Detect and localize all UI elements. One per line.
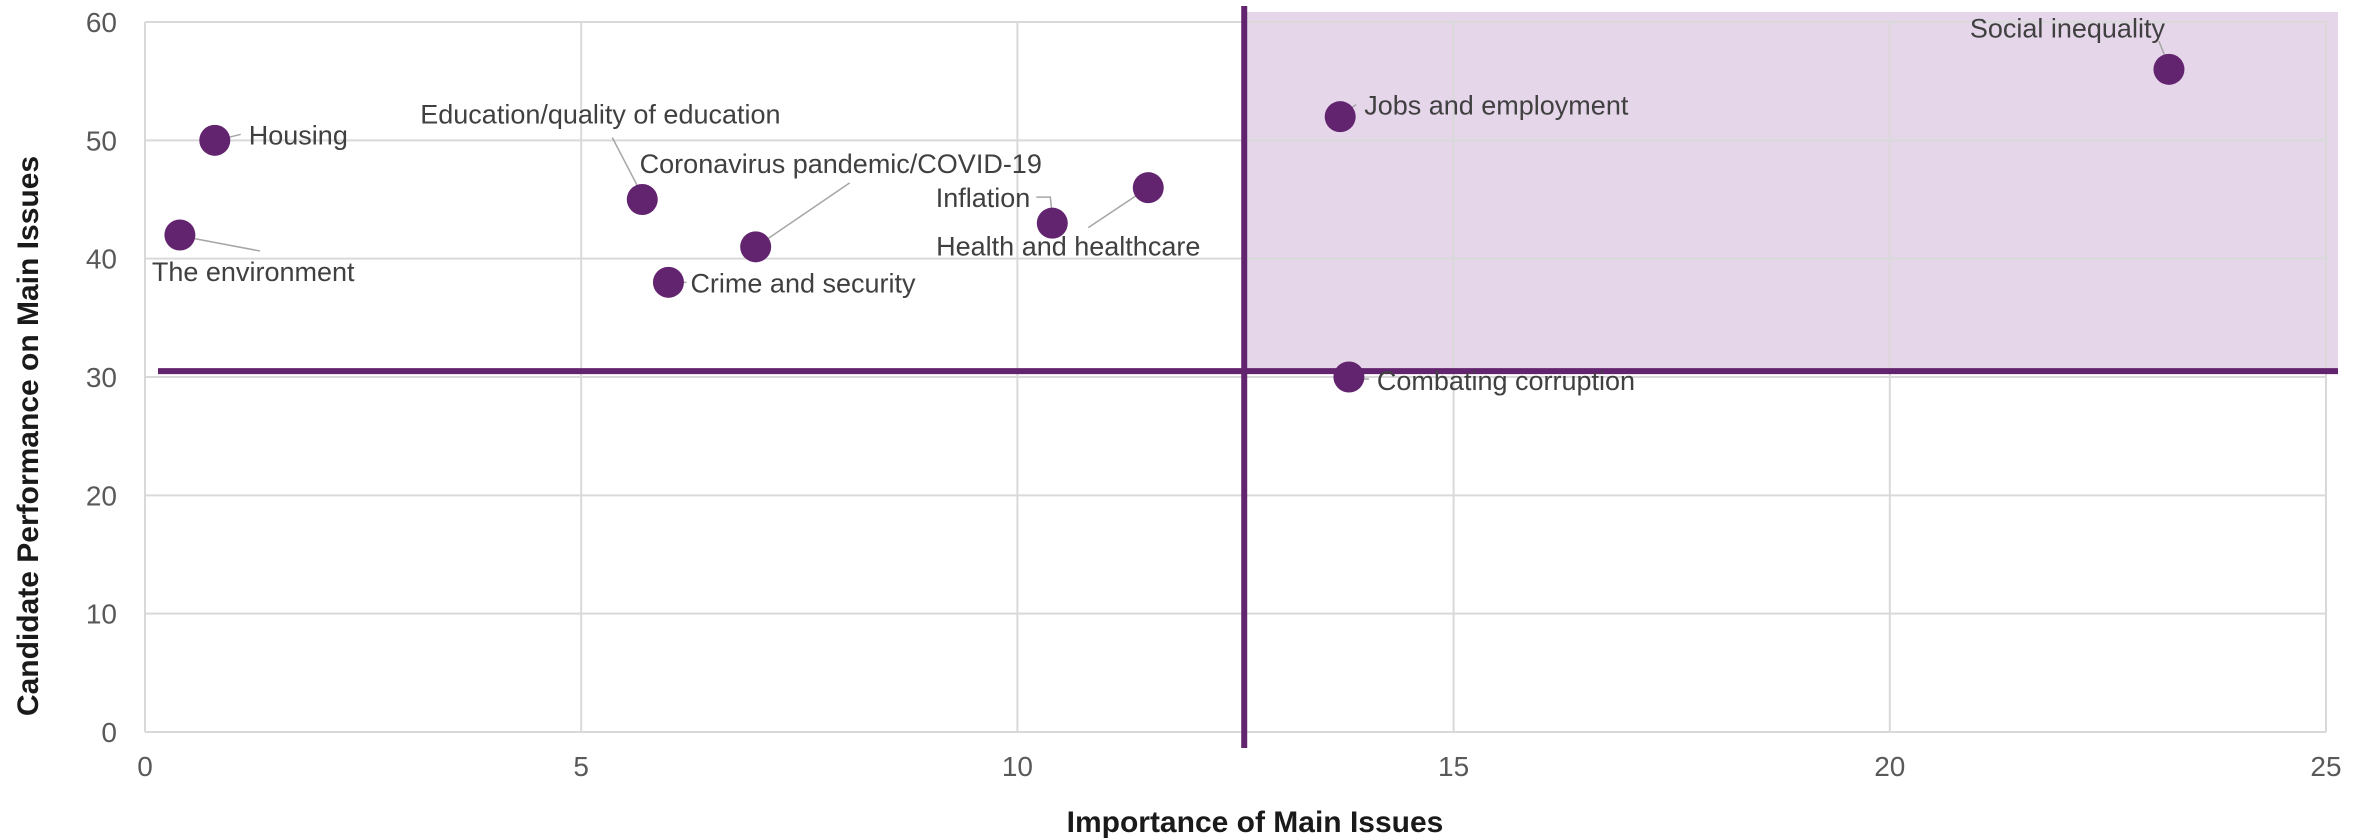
x-axis-title: Importance of Main Issues: [1067, 806, 1444, 839]
x-tick-label: 15: [1438, 751, 1469, 782]
y-tick-label: 60: [86, 7, 117, 38]
point-jobs-and-employment: [1324, 101, 1356, 133]
point-label-jobs-and-employment: Jobs and employment: [1364, 91, 1629, 121]
point-education-quality-of-education: [626, 184, 658, 215]
point-housing: [199, 124, 231, 156]
gridlines: [144, 21, 2327, 733]
leader-line-health-and-healthcare: [1087, 191, 1143, 229]
x-tick-label: 10: [1002, 751, 1033, 782]
point-combating-corruption: [1333, 361, 1365, 393]
x-tick-label: 0: [137, 751, 153, 782]
point-labels: Housing The environment Education/quality …: [152, 13, 2166, 396]
leader-line-the-environment: [185, 236, 261, 252]
point-social-inequality: [2153, 53, 2185, 85]
point-label-coronavirus-pandemic-covid-19: Coronavirus pandemic/COVID-19: [640, 149, 1042, 179]
point-label-education-quality-of-education: Education/quality of education: [420, 100, 780, 130]
point-label-the-environment: The environment: [152, 257, 355, 287]
x-tick-label: 20: [1874, 751, 1905, 782]
y-tick-label: 10: [86, 599, 117, 630]
y-tick-label: 50: [86, 125, 117, 156]
point-coronavirus-pandemic-covid-19: [740, 231, 772, 263]
x-tick-label: 25: [2310, 751, 2341, 782]
leader-line-education-quality-of-education: [611, 137, 639, 188]
point-inflation: [1036, 207, 1068, 239]
point-label-social-inequality: Social inequality: [1970, 13, 2166, 43]
x-tick-label: 5: [573, 751, 589, 782]
point-label-inflation: Inflation: [936, 183, 1031, 213]
point-label-housing: Housing: [249, 120, 348, 150]
point-label-crime-and-security: Crime and security: [690, 268, 916, 298]
leader-line-coronavirus-pandemic-covid-19: [761, 182, 851, 244]
y-tick-label: 30: [86, 362, 117, 393]
data-points: [164, 53, 2185, 393]
y-tick-label: 0: [101, 717, 117, 748]
point-health-and-healthcare: [1132, 172, 1164, 204]
y-tick-label: 40: [86, 244, 117, 275]
point-crime-and-security: [652, 266, 684, 298]
y-tick-label: 20: [86, 480, 117, 511]
tick-labels: 0 10 20 30 40 50 60 0 5 10 15 20 25: [86, 7, 2342, 782]
point-label-health-and-healthcare: Health and healthcare: [936, 232, 1200, 262]
point-label-combating-corruption: Combating corruption: [1377, 366, 1635, 396]
y-axis-title: Candidate Performance on Main Issues: [12, 156, 45, 716]
reference-lines: [158, 6, 2338, 748]
point-the-environment: [164, 219, 196, 251]
